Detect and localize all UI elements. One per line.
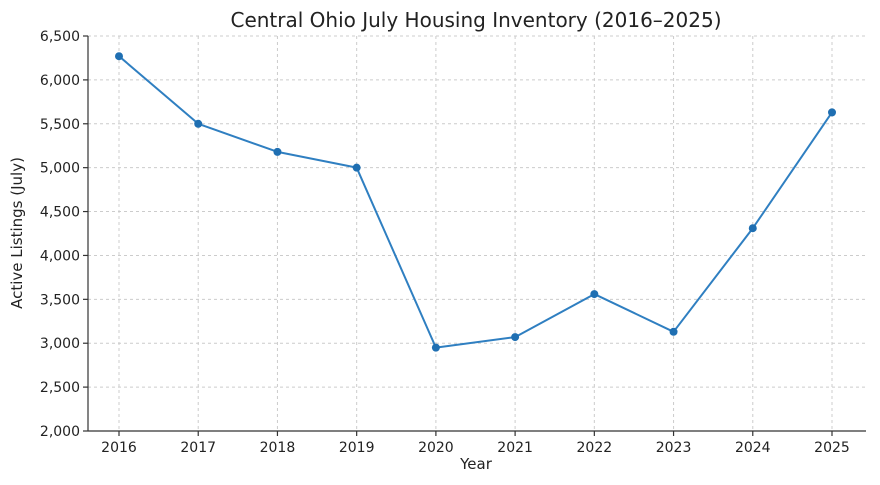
y-tick-label: 2,500 [40, 380, 80, 396]
data-point [590, 290, 599, 299]
data-point [352, 163, 361, 172]
y-tick-label: 5,000 [40, 161, 80, 177]
series-line [118, 55, 833, 349]
x-tick-label: 2017 [180, 440, 216, 456]
y-tick-label: 4,000 [40, 248, 80, 264]
y-tick-label: 3,500 [40, 292, 80, 308]
x-tick-label: 2020 [418, 440, 454, 456]
y-axis-title: Active Listings (July) [8, 157, 26, 309]
x-tick-label: 2024 [735, 440, 771, 456]
data-point [511, 333, 520, 342]
x-tick-label: 2018 [260, 440, 296, 456]
data-point [669, 327, 678, 336]
y-tick-label: 6,500 [40, 29, 80, 45]
chart-title: Central Ohio July Housing Inventory (201… [230, 8, 721, 32]
y-tick-label: 6,000 [40, 73, 80, 89]
x-axis-title: Year [459, 455, 493, 473]
data-point [431, 343, 440, 352]
y-tick-label: 3,000 [40, 336, 80, 352]
series [115, 52, 836, 352]
data-point [748, 224, 757, 233]
data-point [194, 119, 203, 128]
y-tick-label: 2,000 [40, 424, 80, 440]
data-point [115, 52, 123, 61]
x-tick-label: 2016 [101, 440, 137, 456]
x-tick-label: 2023 [656, 440, 692, 456]
data-point [828, 108, 836, 117]
y-tick-label: 4,500 [40, 205, 80, 221]
axes [87, 36, 866, 432]
y-axis-ticks: 2,000 2,500 3,000 3,500 4,000 4,500 5,000 5,500… [40, 29, 88, 440]
x-tick-label: 2025 [814, 440, 850, 456]
x-axis-ticks: 2016 2017 2018 2019 2020 2021 2022 2023 2024 2025 [101, 431, 850, 456]
x-tick-label: 2021 [497, 440, 533, 456]
data-point [273, 147, 282, 156]
x-tick-label: 2022 [577, 440, 613, 456]
x-tick-label: 2019 [339, 440, 375, 456]
y-tick-label: 5,500 [40, 117, 80, 133]
